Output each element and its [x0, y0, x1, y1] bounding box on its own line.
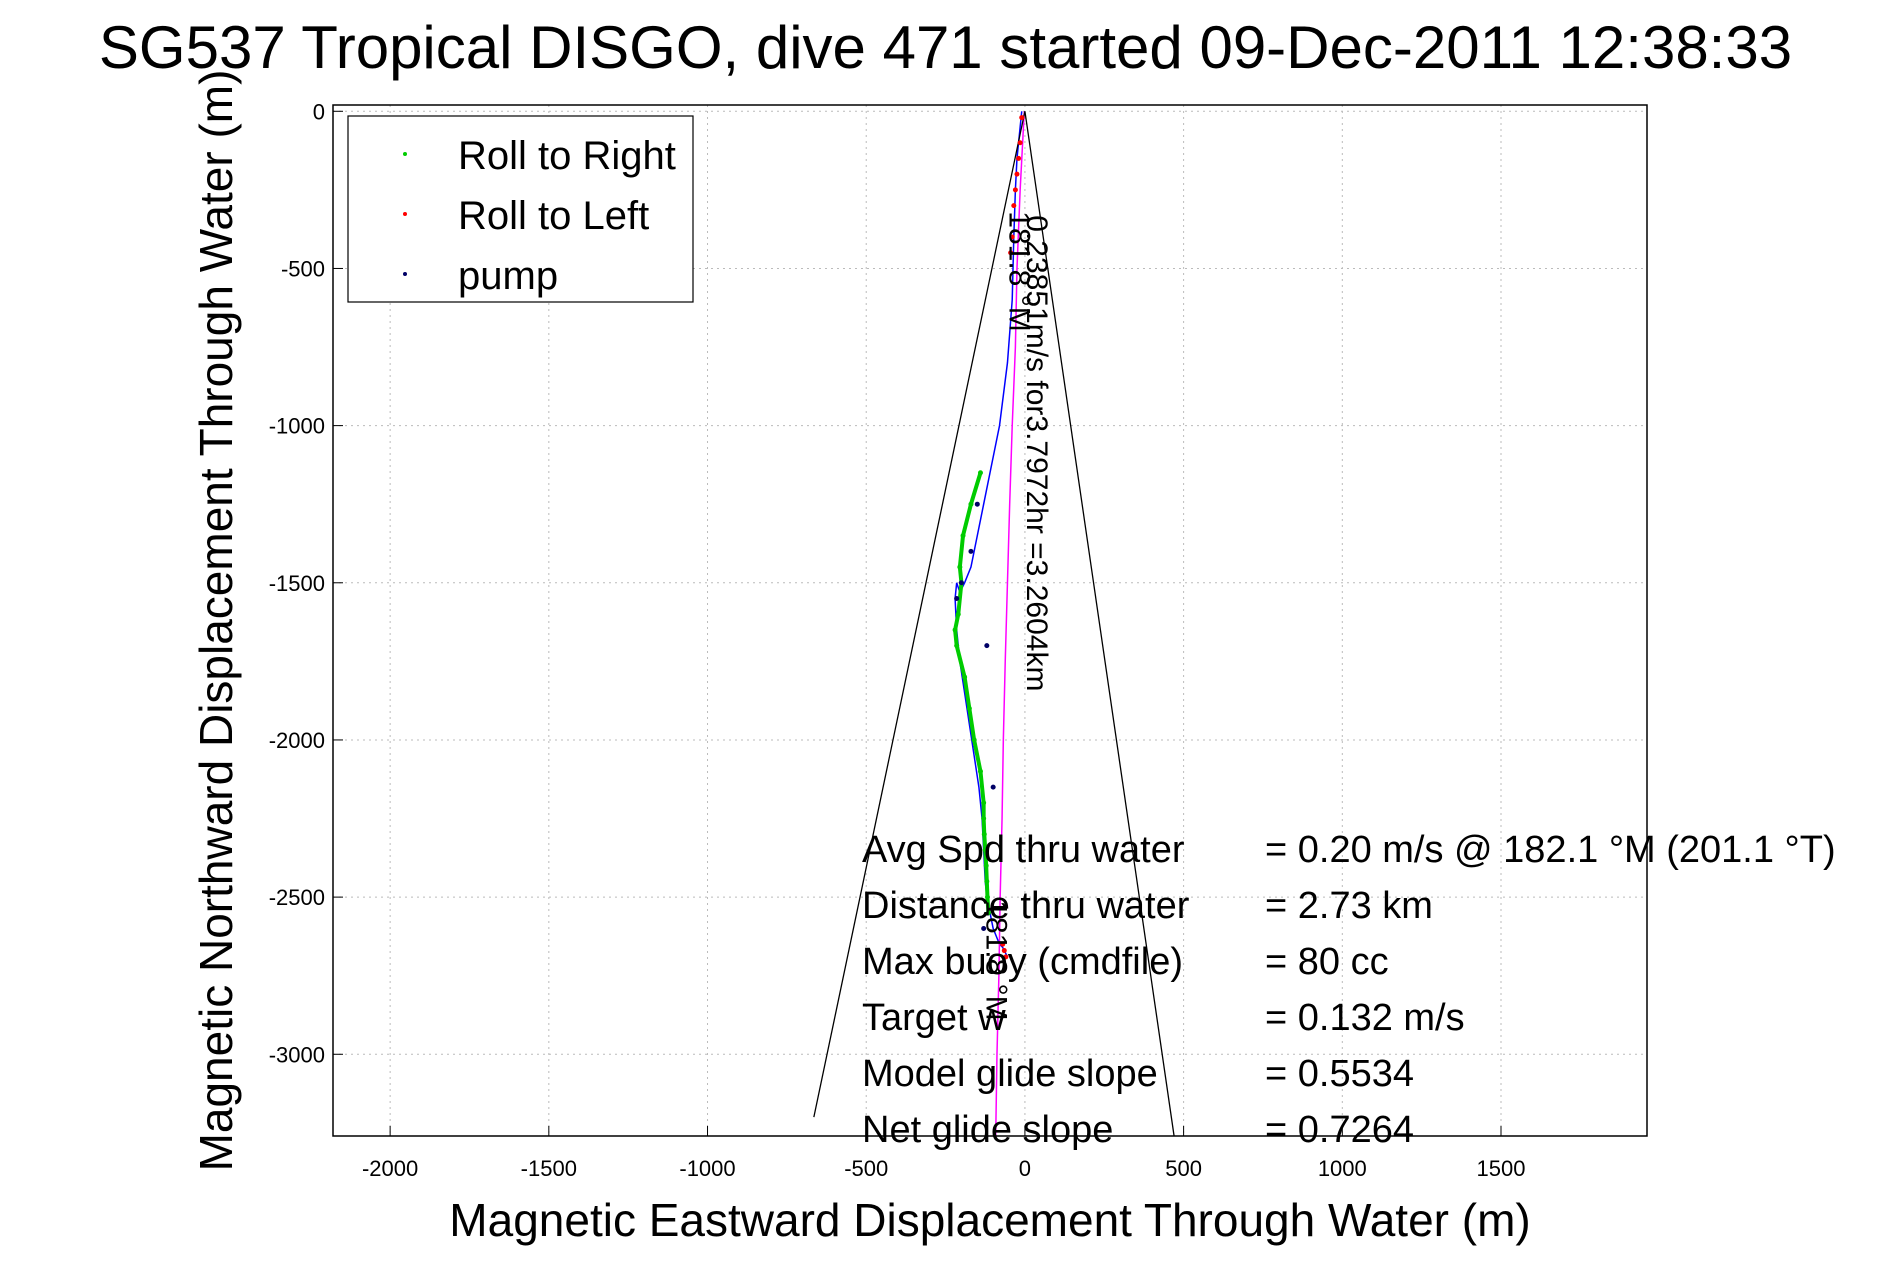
- roll-left-point: [1017, 140, 1023, 146]
- roll-right-point: [985, 910, 991, 916]
- pump-point: [984, 643, 990, 649]
- summary-value: = 0.5534: [1265, 1053, 1414, 1095]
- legend-label: pump: [458, 254, 558, 298]
- series-line-magenta-track: [994, 111, 1026, 1137]
- series-line-cone-right: [1024, 111, 1175, 1137]
- data-layer: [813, 111, 1175, 1137]
- x-tick-label: -500: [844, 1156, 888, 1181]
- x-tick-label: -2000: [362, 1156, 418, 1181]
- heading-annotation: 181.8 °M: [1003, 211, 1036, 331]
- series-line-cone-left: [813, 111, 1026, 1118]
- y-tick-label: -2500: [269, 885, 325, 910]
- roll-left-point: [1011, 203, 1017, 209]
- pump-point: [974, 501, 980, 507]
- y-tick-label: -500: [281, 256, 325, 281]
- summary-value: = 0.132 m/s: [1265, 997, 1465, 1039]
- summary-label: Net glide slope: [862, 1109, 1113, 1151]
- y-tick-label: 0: [313, 99, 325, 124]
- roll-right-point: [981, 816, 987, 822]
- y-tick-label: -1500: [269, 571, 325, 596]
- roll-right-point: [984, 878, 990, 884]
- pump-point: [981, 926, 987, 932]
- roll-left-point: [1019, 115, 1025, 121]
- y-tick-label: -3000: [269, 1042, 325, 1067]
- roll-left-point: [1003, 954, 1009, 960]
- pump-point: [990, 784, 996, 790]
- roll-left-point: [1000, 941, 1006, 947]
- roll-right-point: [981, 800, 987, 806]
- summary-value: = 2.73 km: [1265, 885, 1433, 927]
- roll-left-point: [1001, 948, 1007, 954]
- roll-right-point: [968, 501, 974, 507]
- roll-left-point: [1014, 171, 1020, 177]
- roll-right-point: [954, 643, 960, 649]
- roll-right-point: [983, 863, 989, 869]
- y-tick-label: -1000: [269, 414, 325, 439]
- legend-box: [347, 115, 694, 303]
- roll-left-point: [1008, 250, 1014, 256]
- roll-left-point: [1016, 155, 1022, 161]
- summary-label: Target w: [862, 997, 1006, 1039]
- roll-right-trail: [953, 472, 991, 913]
- summary-label: Distance thru water: [862, 885, 1190, 927]
- legend-label: Roll to Left: [458, 194, 649, 238]
- summary-value: = 0.20 m/s @ 182.1 °M (201.1 °T): [1265, 829, 1836, 871]
- roll-left-point: [1012, 187, 1018, 193]
- x-axis-label: Magnetic Eastward Displacement Through W…: [449, 1194, 1530, 1246]
- x-tick-label: 500: [1165, 1156, 1202, 1181]
- roll-right-point: [982, 847, 988, 853]
- legend-marker: [403, 212, 407, 216]
- x-tick-label: 1500: [1477, 1156, 1526, 1181]
- velocity-annotation: 0.23851m/s for3.7972hr =3.2604km: [1020, 215, 1053, 691]
- summary-label: Model glide slope: [862, 1053, 1158, 1095]
- summary-value: = 0.7264: [1265, 1109, 1414, 1151]
- pump-point: [958, 580, 964, 586]
- roll-right-point: [977, 768, 983, 774]
- roll-right-point: [977, 470, 983, 476]
- legend-marker: [403, 152, 407, 156]
- roll-right-point: [955, 611, 961, 617]
- x-tick-label: 1000: [1318, 1156, 1367, 1181]
- x-tick-label: -1000: [679, 1156, 735, 1181]
- roll-right-point: [984, 894, 990, 900]
- roll-right-point: [966, 706, 972, 712]
- summary-block: Avg Spd thru water = 0.20 m/s @ 182.1 °M …: [862, 829, 1836, 1151]
- x-tick-label: 0: [1019, 1156, 1031, 1181]
- pump-point: [968, 548, 974, 554]
- roll-right-point: [960, 533, 966, 539]
- heading-annotation: 181.8 °M: [979, 900, 1012, 1020]
- roll-right-point: [952, 627, 958, 633]
- legend-marker: [403, 272, 407, 276]
- summary-label: Max buoy (cmdfile): [862, 941, 1183, 983]
- tick-layer: -2000 -1500 -1000 -500 0 500 1000 1500 0 -500 -100…: [269, 99, 1526, 1181]
- plot-frame: [332, 104, 1648, 1137]
- y-axis-label: Magnetic Northward Displacement Through …: [190, 70, 242, 1172]
- summary-label: Avg Spd thru water: [862, 829, 1185, 871]
- roll-right-point: [962, 674, 968, 680]
- roll-right-point: [957, 564, 963, 570]
- roll-right-point: [981, 831, 987, 837]
- legend: Roll to Right Roll to Left pump: [347, 115, 694, 303]
- pump-point: [954, 595, 960, 601]
- grid-layer: [333, 105, 1647, 1136]
- roll-right-point: [971, 737, 977, 743]
- roll-left-point: [1009, 234, 1015, 240]
- chart-title: SG537 Tropical DISGO, dive 471 started 0…: [98, 14, 1793, 81]
- summary-value: = 80 cc: [1265, 941, 1389, 983]
- legend-label: Roll to Right: [458, 134, 676, 178]
- x-tick-label: -1500: [521, 1156, 577, 1181]
- y-tick-label: -2000: [269, 728, 325, 753]
